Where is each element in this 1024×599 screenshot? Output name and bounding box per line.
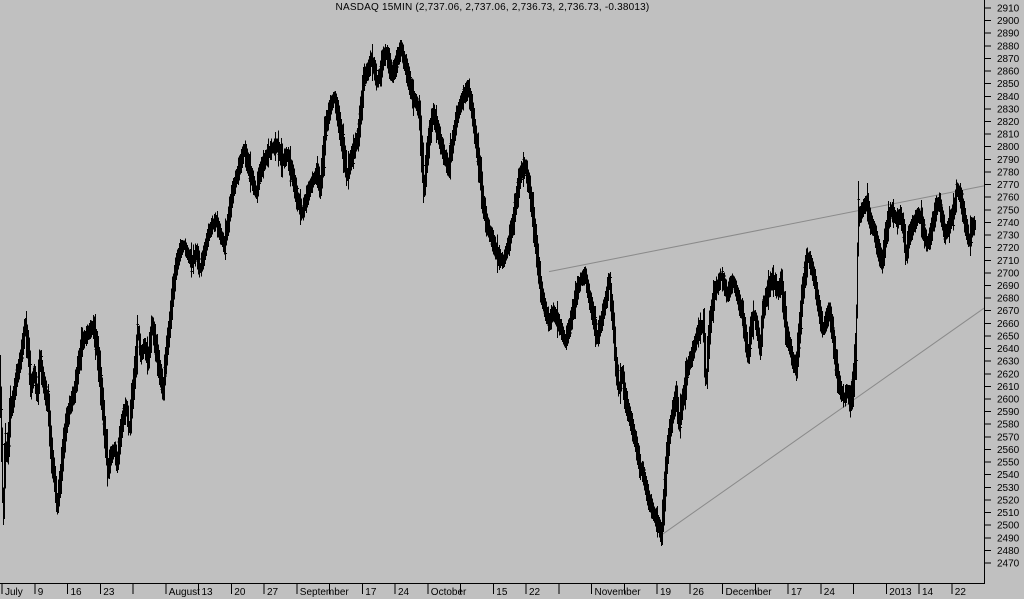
time-axis-label: 20 bbox=[234, 587, 246, 598]
chart-title: NASDAQ 15MIN (2,737.06, 2,737.06, 2,736.… bbox=[335, 2, 650, 13]
time-axis-label: 23 bbox=[103, 587, 115, 598]
price-axis-label: 2490 bbox=[997, 533, 1020, 544]
time-axis-label: 24 bbox=[824, 587, 836, 598]
price-axis-label: 2660 bbox=[997, 319, 1020, 330]
price-axis-label: 2790 bbox=[997, 155, 1020, 166]
time-axis-label: 9 bbox=[38, 587, 44, 598]
price-axis-label: 2760 bbox=[997, 193, 1020, 204]
time-axis-label: 13 bbox=[202, 587, 214, 598]
price-axis-label: 2540 bbox=[997, 470, 1020, 481]
price-axis-label: 2730 bbox=[997, 231, 1020, 242]
price-axis-label: 2820 bbox=[997, 117, 1020, 128]
price-axis-label: 2770 bbox=[997, 180, 1020, 191]
price-axis-label: 2470 bbox=[997, 559, 1020, 570]
time-axis-label: 16 bbox=[71, 587, 83, 598]
price-axis-label: 2880 bbox=[997, 41, 1020, 52]
price-axis-label: 2750 bbox=[997, 205, 1020, 216]
price-axis-label: 2590 bbox=[997, 407, 1020, 418]
time-axis-label: 2013 bbox=[889, 587, 912, 598]
price-axis-label: 2630 bbox=[997, 357, 1020, 368]
time-axis-label: 15 bbox=[496, 587, 508, 598]
time-axis-label: 22 bbox=[955, 587, 967, 598]
time-axis-label: 17 bbox=[791, 587, 803, 598]
time-axis-label: November bbox=[595, 587, 642, 598]
time-axis-label: 14 bbox=[922, 587, 934, 598]
price-axis-label: 2480 bbox=[997, 546, 1020, 557]
price-axis-label: 2600 bbox=[997, 395, 1020, 406]
price-axis-label: 2520 bbox=[997, 495, 1020, 506]
time-axis-label: 17 bbox=[365, 587, 377, 598]
price-axis-label: 2710 bbox=[997, 256, 1020, 267]
price-axis-label: 2900 bbox=[997, 16, 1020, 27]
price-axis-label: 2870 bbox=[997, 54, 1020, 65]
price-axis-label: 2570 bbox=[997, 432, 1020, 443]
price-axis-label: 2690 bbox=[997, 281, 1020, 292]
price-axis-label: 2510 bbox=[997, 508, 1020, 519]
price-axis-label: 2780 bbox=[997, 168, 1020, 179]
upper-trendline bbox=[548, 185, 985, 273]
time-axis-label: 24 bbox=[398, 587, 410, 598]
time-axis-label: September bbox=[300, 587, 350, 598]
price-axis-label: 2830 bbox=[997, 104, 1020, 115]
price-bars bbox=[0, 39, 977, 546]
price-axis-label: 2620 bbox=[997, 369, 1020, 380]
time-axis-label: July bbox=[5, 587, 23, 598]
price-axis-label: 2800 bbox=[997, 142, 1020, 153]
price-axis-label: 2910 bbox=[997, 4, 1020, 15]
time-axis-label: 27 bbox=[267, 587, 279, 598]
time-axis-label: October bbox=[431, 587, 467, 598]
price-axis-label: 2720 bbox=[997, 243, 1020, 254]
time-axis-label: 26 bbox=[693, 587, 705, 598]
price-axis-label: 2840 bbox=[997, 92, 1020, 103]
time-axis-label: 22 bbox=[529, 587, 541, 598]
price-axis-label: 2850 bbox=[997, 79, 1020, 90]
price-axis-label: 2810 bbox=[997, 130, 1020, 141]
price-axis-label: 2860 bbox=[997, 67, 1020, 78]
price-axis-label: 2670 bbox=[997, 306, 1020, 317]
time-axis-label: August bbox=[169, 587, 200, 598]
time-axis-label: December bbox=[726, 587, 773, 598]
price-axis-label: 2640 bbox=[997, 344, 1020, 355]
price-axis-label: 2500 bbox=[997, 521, 1020, 532]
price-axis-label: 2550 bbox=[997, 458, 1020, 469]
price-axis-label: 2890 bbox=[997, 29, 1020, 40]
price-bar-ticks bbox=[0, 49, 976, 541]
time-axis-label: 19 bbox=[660, 587, 672, 598]
price-axis-label: 2680 bbox=[997, 294, 1020, 305]
price-axis-label: 2560 bbox=[997, 445, 1020, 456]
price-axis-label: 2650 bbox=[997, 332, 1020, 343]
price-axis-label: 2580 bbox=[997, 420, 1020, 431]
price-axis-label: 2610 bbox=[997, 382, 1020, 393]
lower-trendline bbox=[660, 307, 985, 536]
price-axis-label: 2700 bbox=[997, 268, 1020, 279]
price-axis-label: 2530 bbox=[997, 483, 1020, 494]
price-axis-label: 2740 bbox=[997, 218, 1020, 229]
